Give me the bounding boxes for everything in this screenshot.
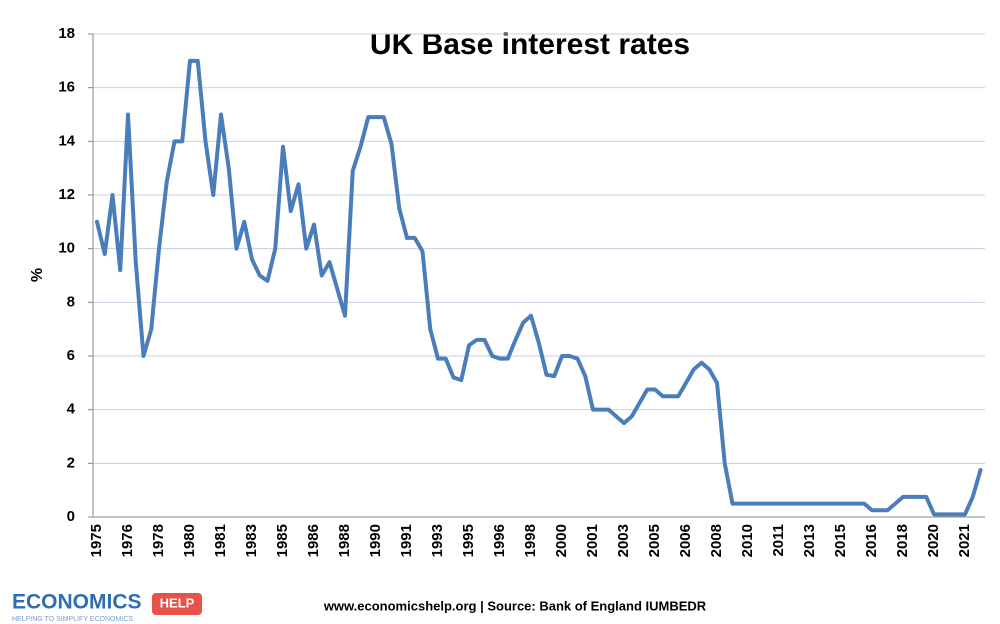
x-tick-label: 2010 [739,524,756,557]
y-tick-label: 10 [58,240,75,257]
x-tick-label: 2015 [832,524,849,557]
x-tick-label: 2020 [925,524,942,557]
y-axis-label: % [29,268,46,282]
y-tick-label: 6 [67,347,75,364]
x-tick-label: 1986 [305,524,322,557]
x-tick-label: 1985 [274,524,291,557]
x-tick-label: 1996 [491,524,508,557]
x-tick-label: 1980 [181,524,198,557]
x-tick-label: 2006 [677,524,694,557]
x-tick-label: 2021 [956,524,973,557]
x-tick-label: 2008 [708,524,725,557]
x-tick-label: 1976 [119,524,136,557]
y-tick-label: 0 [67,508,75,525]
x-tick-label: 1975 [88,524,105,557]
y-tick-label: 14 [58,132,75,149]
x-tick-label: 2000 [553,524,570,557]
x-tick-label: 2016 [863,524,880,557]
data-line [95,58,983,517]
y-tick-label: 18 [58,25,75,42]
y-tick-label: 2 [67,454,75,471]
chart-title: UK Base interest rates [370,28,690,61]
x-tick-label: 2018 [894,524,911,557]
logo-tagline: HELPING TO SIMPLIFY ECONOMICS [12,616,133,623]
x-tick-label: 2005 [646,524,663,557]
x-tick-label: 1995 [460,524,477,557]
logo-badge-bg [152,593,202,615]
x-tick-label: 2003 [615,524,632,557]
logo-main: ECONOMICS [12,591,142,614]
y-tick-label: 8 [67,293,75,310]
x-tick-label: 1988 [336,524,353,557]
x-tick-label: 2001 [584,524,601,557]
x-tick-label: 2013 [801,524,818,557]
y-tick-label: 12 [58,186,75,203]
y-tick-label: 4 [67,401,76,418]
logo: ECONOMICS HELP HELPING TO SIMPLIFY ECONO… [12,591,202,623]
x-tick-label: 1983 [243,524,260,557]
source-note: www.economicshelp.org | Source: Bank of … [323,598,707,613]
x-tick-label: 1993 [429,524,446,557]
x-tick-label: 2011 [770,524,787,557]
x-tick-label: 1991 [398,524,415,557]
y-tick-label: 16 [58,79,75,96]
x-tick-label: 1978 [150,524,167,557]
x-tick-label: 1990 [367,524,384,557]
logo-badge: HELP [160,595,195,610]
x-tick-label: 1981 [212,524,229,557]
x-tick-label: 1998 [522,524,539,557]
